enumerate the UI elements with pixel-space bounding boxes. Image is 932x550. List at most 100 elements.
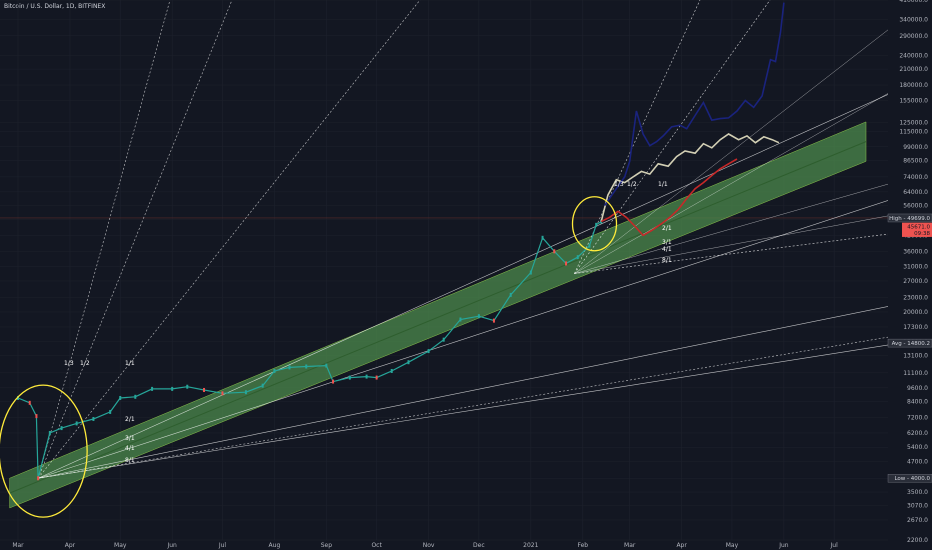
price-candle	[459, 317, 462, 322]
price-candle	[407, 360, 410, 365]
fan-label: 1/1	[125, 360, 135, 367]
x-tick-label: Nov	[423, 542, 435, 549]
price-axis[interactable]: 2200.02670.03070.03500.04000.04700.05400…	[888, 0, 932, 550]
price-candle	[35, 414, 38, 419]
y-tick-label: 2670.0	[907, 517, 928, 524]
x-tick-label: Mar	[12, 542, 24, 549]
price-candle	[565, 261, 568, 266]
y-tick-label: 17300.0	[903, 324, 928, 331]
price-candle	[151, 386, 154, 391]
x-tick-label: Mar	[624, 542, 636, 549]
y-tick-label: 9600.0	[907, 385, 928, 392]
badge-value: 09:38	[914, 231, 930, 237]
fan-label: 2/1	[125, 416, 135, 423]
price-candle	[28, 400, 31, 405]
price-candle	[186, 384, 189, 389]
price-candle	[477, 314, 480, 319]
badge-box	[887, 213, 932, 223]
projection-line	[600, 133, 780, 222]
fan-line-2021	[574, 0, 771, 274]
x-tick-label: Feb	[577, 542, 588, 549]
y-tick-label: 155000.0	[899, 97, 928, 104]
price-candle	[553, 249, 556, 254]
fan-label: 4/1	[125, 445, 135, 452]
fan-label-2021: 1/3	[614, 181, 624, 188]
price-candle	[37, 476, 40, 481]
price-candle	[134, 394, 137, 399]
fan-line-2021	[574, 209, 921, 274]
projection-line	[600, 158, 738, 237]
fan-line	[38, 339, 921, 479]
price-candle	[529, 270, 532, 275]
price-candle	[119, 395, 122, 400]
time-axis[interactable]: Mar Apr May Jun Jul Aug Sep Oct Nov Dec 2021 Feb Mar…	[12, 542, 838, 549]
price-candle	[171, 386, 174, 391]
price-candle	[261, 383, 264, 388]
price-candle	[588, 243, 591, 248]
y-tick-label: 56000.0	[903, 203, 928, 210]
projection-line	[603, 2, 785, 207]
badge-box	[902, 222, 932, 231]
fan-line	[38, 189, 921, 479]
price-candle	[348, 375, 351, 380]
y-tick-label: 410000.0	[899, 0, 928, 4]
channel-band	[9, 121, 867, 509]
fan-lines	[37, 0, 921, 479]
y-tick-label: 11100.0	[903, 370, 928, 377]
y-tick-label: 5400.0	[907, 444, 928, 451]
x-tick-label: May	[114, 542, 127, 549]
badge-value: Avg - 14800.2	[892, 341, 930, 347]
y-tick-label: 4700.0	[907, 459, 928, 466]
price-candle	[442, 337, 445, 342]
y-tick-label: 340000.0	[899, 16, 928, 23]
price-candle	[332, 379, 335, 384]
price-badges: High - 49699.0 45671.009:38 Avg - 14800.2 L…	[887, 213, 932, 483]
badge-value: High - 49699.0	[889, 216, 930, 222]
x-tick-label: 2021	[523, 542, 538, 549]
fan-label: 1/2	[80, 360, 90, 367]
fan-line-2021	[574, 174, 921, 274]
fan-label-2021: 2/1	[662, 225, 672, 232]
price-candle	[595, 222, 598, 227]
price-candle	[576, 255, 579, 260]
y-tick-label: 86500.0	[903, 158, 928, 165]
price-candle	[288, 365, 291, 370]
x-tick-label: Jul	[218, 542, 227, 549]
fan-line-2021	[574, 74, 921, 274]
fan-label-2021: 8/1	[662, 257, 672, 264]
price-candle	[221, 391, 224, 396]
y-tick-label: 125000.0	[899, 120, 928, 127]
price-candle	[60, 426, 63, 431]
y-tick-label: 3500.0	[907, 489, 928, 496]
y-tick-label: 31000.0	[903, 264, 928, 271]
fan-label-2021: 4/1	[662, 246, 672, 253]
y-tick-label: 115000.0	[899, 128, 928, 135]
fan-label: 1/3	[64, 360, 74, 367]
price-candle	[305, 364, 308, 369]
x-tick-label: Oct	[371, 542, 382, 549]
x-tick-label: Aug	[269, 542, 281, 549]
y-tick-label: 74000.0	[903, 174, 928, 181]
fan-label-2021: 1/1	[658, 181, 668, 188]
price-candle	[203, 387, 206, 392]
y-tick-label: 3070.0	[907, 503, 928, 510]
price-candle	[92, 416, 95, 421]
fan-label: 8/1	[125, 457, 135, 464]
fan-line	[38, 299, 921, 479]
chart-title: Bitcoin / U.S. Dollar, 1D, BITFINEX	[4, 3, 106, 10]
fan-label-2021: 1/2	[627, 181, 637, 188]
fan-line-8-1	[38, 331, 921, 479]
axis-bg	[888, 0, 932, 550]
channel-midline	[9, 141, 867, 494]
x-tick-label: Jun	[778, 542, 789, 549]
fan-line-2021	[574, 4, 921, 274]
y-tick-label: 7200.0	[907, 415, 928, 422]
price-candle	[390, 368, 393, 373]
price-candle	[541, 235, 544, 240]
price-candle	[109, 409, 112, 414]
price-candle	[244, 390, 247, 395]
x-tick-label: Dec	[473, 542, 485, 549]
y-tick-label: 8400.0	[907, 399, 928, 406]
badge-box	[887, 338, 932, 348]
